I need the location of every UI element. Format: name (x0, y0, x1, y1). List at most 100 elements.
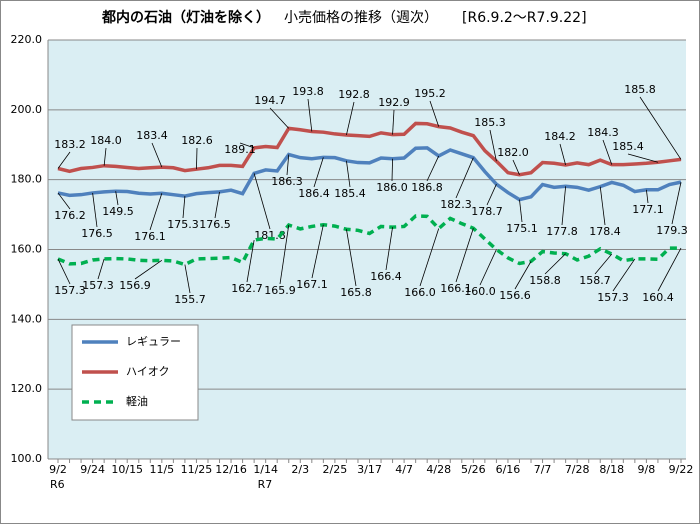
data-label: 182.6 (181, 134, 213, 147)
data-label: 156.6 (499, 289, 531, 302)
leader-line (346, 160, 351, 188)
x-tick-label: 9/22 (669, 463, 694, 476)
leader-line (57, 151, 71, 169)
y-tick-label: 140.0 (11, 312, 43, 325)
data-label: 176.2 (54, 209, 86, 222)
data-label: 166.4 (370, 270, 402, 283)
data-label: 195.2 (414, 87, 446, 100)
leader-line (671, 182, 682, 225)
leader-line (196, 147, 198, 170)
legend-label: ハイオク (126, 365, 170, 378)
data-label: 158.7 (579, 274, 611, 287)
data-label: 189.1 (224, 143, 256, 156)
leader-line (346, 101, 355, 136)
x-tick-label: 8/18 (599, 463, 624, 476)
data-label: 160.0 (464, 285, 496, 298)
x-tick-label: 11/5 (149, 463, 174, 476)
y-tick-label: 120.0 (11, 382, 43, 395)
leader-line (627, 153, 659, 163)
leader-line (103, 147, 107, 166)
x-tick-label: 2/25 (323, 463, 348, 476)
x-tick-label: 12/16 (215, 463, 247, 476)
data-label: 157.3 (597, 291, 629, 304)
data-label: 183.2 (54, 138, 86, 151)
data-label: 156.9 (119, 279, 151, 292)
data-label: 185.3 (474, 116, 506, 129)
leader-line (214, 191, 220, 219)
chart-period: [R6.9.2～R7.9.22] (462, 10, 587, 26)
data-label: 192.9 (378, 96, 410, 109)
data-label: 179.3 (656, 224, 688, 237)
data-label: 183.4 (136, 129, 168, 142)
leader-line (151, 142, 163, 168)
data-label: 194.7 (254, 94, 286, 107)
data-label: 182.0 (497, 146, 529, 159)
data-label: 186.8 (411, 181, 443, 194)
chart-subtitle: 小売価格の推移（週次） (284, 10, 438, 26)
leader-line (134, 259, 163, 280)
data-label: 193.8 (292, 85, 324, 98)
leader-line (149, 193, 163, 231)
data-label: 186.3 (271, 175, 303, 188)
leader-line (115, 191, 119, 206)
data-label: 185.8 (624, 83, 656, 96)
leader-line (602, 139, 613, 165)
leader-line (599, 186, 606, 226)
y-tick-label: 100.0 (11, 452, 43, 465)
leader-line (639, 96, 682, 160)
era-label: R7 (258, 478, 273, 491)
y-tick-label: 200.0 (11, 103, 43, 116)
data-label: 178.4 (589, 225, 621, 238)
leader-line (286, 154, 290, 176)
x-tick-label: 1/14 (253, 463, 278, 476)
leader-line (253, 173, 271, 230)
leader-line (97, 258, 105, 280)
leader-line (311, 224, 324, 279)
x-tick-label: 9/2 (49, 463, 67, 476)
data-label: 175.1 (506, 222, 538, 235)
x-tick-label: 9/8 (638, 463, 656, 476)
data-label: 176.1 (134, 230, 166, 243)
leader-line (184, 264, 191, 294)
x-tick-label: 3/17 (357, 463, 382, 476)
series-line (57, 214, 681, 267)
data-label: 175.3 (167, 218, 199, 231)
leader-line (426, 155, 440, 182)
era-label: R6 (50, 478, 65, 491)
data-label: 186.0 (376, 181, 408, 194)
y-tick-label: 220.0 (11, 33, 43, 46)
leader-line (57, 258, 71, 285)
data-label: 178.7 (471, 205, 503, 218)
x-tick-label: 2/3 (291, 463, 309, 476)
data-label: 177.1 (632, 203, 664, 216)
x-tick-label: 7/28 (565, 463, 590, 476)
data-label: 185.4 (612, 140, 644, 153)
x-tick-label: 4/28 (426, 463, 451, 476)
data-label: 167.1 (296, 278, 328, 291)
data-label: 158.8 (529, 274, 561, 287)
leader-line (269, 107, 290, 129)
y-tick-label: 160.0 (11, 243, 43, 256)
x-tick-label: 9/24 (80, 463, 105, 476)
x-tick-label: 7/7 (534, 463, 552, 476)
series-line (57, 146, 682, 202)
data-label: 192.8 (338, 88, 370, 101)
leader-line (612, 258, 636, 292)
leader-line (559, 143, 567, 166)
leader-line (429, 100, 440, 127)
leader-line (512, 159, 520, 175)
data-label: 157.3 (82, 279, 114, 292)
leader-line (313, 157, 324, 188)
data-label: 176.5 (81, 227, 113, 240)
legend-label: レギュラー (126, 335, 181, 348)
leader-line (479, 249, 497, 286)
x-tick-label: 5/26 (461, 463, 486, 476)
leader-line (455, 228, 474, 283)
leader-line (544, 253, 566, 275)
data-label: 165.8 (340, 286, 372, 299)
leader-line (57, 192, 71, 210)
x-tick-label: 6/16 (496, 463, 521, 476)
leader-line (489, 129, 497, 162)
